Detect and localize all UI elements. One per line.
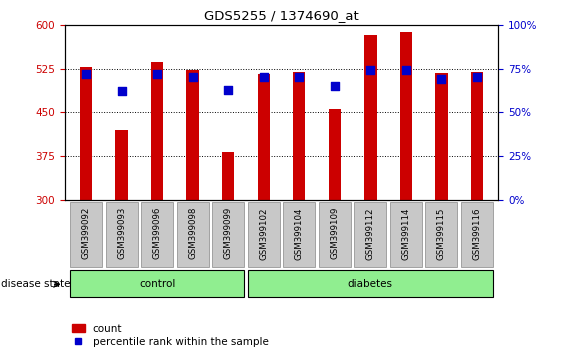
Text: GSM399093: GSM399093 [117,207,126,259]
Bar [257,74,270,200]
Text: GSM399092: GSM399092 [82,207,91,259]
Text: GDS5255 / 1374690_at: GDS5255 / 1374690_at [204,9,359,22]
Bar [115,130,128,200]
Text: GSM399116: GSM399116 [472,207,481,259]
Point [153,71,162,77]
Text: GSM399098: GSM399098 [188,207,197,259]
Point [437,76,446,82]
Bar [222,152,234,200]
Bar [141,202,173,267]
Point [295,75,304,80]
Bar [106,202,137,267]
Bar [319,202,351,267]
Bar [248,202,280,267]
Text: GSM399099: GSM399099 [224,207,233,259]
Bar [293,72,306,200]
Bar [329,109,341,200]
Text: GSM399096: GSM399096 [153,207,162,259]
Text: GSM399112: GSM399112 [366,207,375,259]
Text: disease state: disease state [1,279,70,289]
Text: GSM399104: GSM399104 [295,207,304,259]
Bar [390,202,422,267]
Point [224,87,233,92]
Bar [354,202,386,267]
Point [401,68,410,73]
Bar [364,35,377,200]
Point [366,68,375,73]
Text: GSM399114: GSM399114 [401,207,410,259]
Bar [248,270,493,297]
Text: GSM399115: GSM399115 [437,207,446,259]
Point [472,75,481,80]
Point [259,75,268,80]
Point [82,71,91,77]
Legend: count, percentile rank within the sample: count, percentile rank within the sample [70,321,271,349]
Bar [70,202,102,267]
Bar [212,202,244,267]
Bar [426,202,457,267]
Text: diabetes: diabetes [348,279,393,289]
Text: GSM399109: GSM399109 [330,207,339,259]
Bar [70,270,244,297]
Bar [283,202,315,267]
Bar [186,70,199,200]
Bar [471,72,483,200]
Bar [435,73,448,200]
Bar [400,32,412,200]
Bar [80,67,92,200]
Point [188,75,197,80]
Point [330,83,339,89]
Bar [177,202,209,267]
Bar [151,62,163,200]
Point [117,88,126,94]
Text: GSM399102: GSM399102 [259,207,268,259]
Bar [461,202,493,267]
Text: control: control [139,279,175,289]
